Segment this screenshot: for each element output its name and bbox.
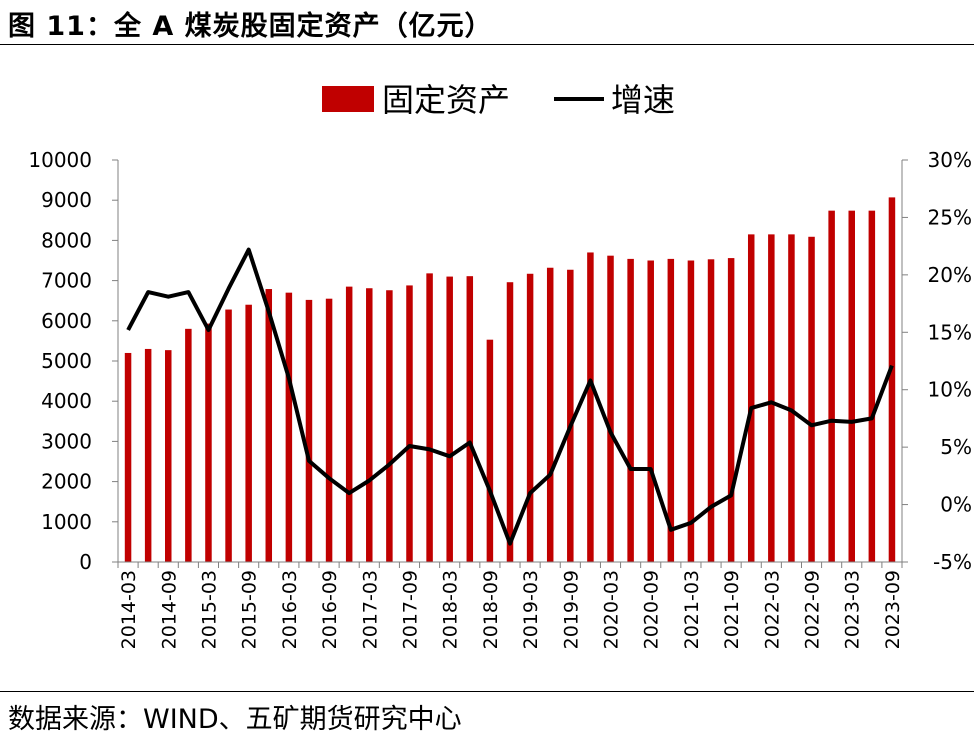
bar-2021-09 xyxy=(727,258,735,562)
x-tick-label: 2018-09 xyxy=(480,570,502,649)
bar-2020-09 xyxy=(647,260,654,562)
y-right-tick-label: 0% xyxy=(940,493,972,517)
bar-2015-12 xyxy=(265,289,273,562)
source-divider xyxy=(0,691,974,692)
bar-2014-12 xyxy=(185,328,192,562)
bar-2023-09 xyxy=(888,197,896,563)
legend-bar-swatch xyxy=(322,86,374,112)
x-tick-label: 2020-03 xyxy=(601,570,623,649)
y-right-tick-label: 30% xyxy=(928,148,972,172)
y-right-tick-label: 15% xyxy=(928,320,972,344)
bars xyxy=(124,197,896,563)
x-tick-label: 2015-03 xyxy=(199,570,221,649)
y-left-tick-label: 9000 xyxy=(41,188,92,212)
bar-2022-09 xyxy=(808,236,815,563)
bar-2017-03 xyxy=(366,288,373,562)
source-note: 数据来源：WIND、五矿期货研究中心 xyxy=(8,704,462,735)
axes: 0 1000 2000 3000 4000 5000 6000 7000 8000 9000 100… xyxy=(28,148,972,649)
bar-2020-12 xyxy=(667,258,675,562)
bar-2014-06 xyxy=(144,348,152,562)
figure-title: 图 11：全 A 煤炭股固定资产（亿元） xyxy=(8,11,493,42)
legend-label-bars: 固定资产 xyxy=(382,81,510,119)
x-tick-label: 2019-09 xyxy=(560,570,582,649)
x-tick-label: 2021-09 xyxy=(721,570,743,649)
bar-2022-06 xyxy=(788,234,795,562)
x-tick-label: 2022-09 xyxy=(802,570,824,649)
x-tick-label: 2021-03 xyxy=(681,570,703,649)
bar-2015-03 xyxy=(205,323,212,562)
y-left-tick-label: 5000 xyxy=(41,349,92,373)
x-tick-label: 2023-09 xyxy=(882,570,904,649)
bar-2022-12 xyxy=(828,210,835,563)
bar-2016-12 xyxy=(345,286,353,562)
legend: 固定资产 增速 xyxy=(322,81,675,119)
bar-2021-03 xyxy=(687,260,695,562)
y-left-tick-label: 0 xyxy=(79,550,92,574)
x-tick-label: 2016-03 xyxy=(279,570,301,649)
y-left-tick-label: 3000 xyxy=(41,429,92,453)
bar-2018-06 xyxy=(466,276,474,562)
y-left-tick-label: 6000 xyxy=(41,309,92,333)
y-right-tick-label: -5% xyxy=(933,550,972,574)
x-tick-label: 2018-03 xyxy=(440,570,462,649)
x-tick-label: 2016-09 xyxy=(319,570,341,649)
bar-2021-12 xyxy=(747,234,755,562)
bar-2017-12 xyxy=(426,273,433,562)
growth-line-layer xyxy=(126,247,894,546)
bar-2023-06 xyxy=(868,210,876,563)
x-tick-label: 2014-03 xyxy=(118,570,140,649)
y-left-tick-label: 8000 xyxy=(41,228,92,252)
bar-2023-03 xyxy=(848,210,855,563)
bar-2020-06 xyxy=(627,258,634,562)
x-tick-label: 2019-03 xyxy=(520,570,542,649)
y-left-tick-label: 10000 xyxy=(28,148,92,172)
bar-2014-03 xyxy=(124,352,132,562)
bar-2018-03 xyxy=(446,276,453,562)
bar-2022-03 xyxy=(768,234,775,562)
legend-label-line: 增速 xyxy=(611,81,675,119)
bar-2016-06 xyxy=(305,299,313,562)
x-tick-label: 2022-03 xyxy=(761,570,783,649)
y-left-tick-label: 4000 xyxy=(41,389,92,413)
bar-2015-09 xyxy=(245,304,252,562)
x-tick-label: 2020-09 xyxy=(641,570,663,649)
x-tick-label: 2015-09 xyxy=(239,570,261,649)
bar-2018-09 xyxy=(486,339,494,562)
x-tick-label: 2023-03 xyxy=(842,570,864,649)
growth-line xyxy=(126,247,894,546)
bar-2018-12 xyxy=(506,282,514,562)
bar-2019-03 xyxy=(526,273,534,562)
bar-2017-09 xyxy=(406,285,413,562)
x-tick-label: 2017-09 xyxy=(400,570,422,649)
bar-2016-03 xyxy=(285,292,293,562)
bar-2019-09 xyxy=(567,269,574,562)
y-left-tick-label: 1000 xyxy=(41,510,92,534)
bar-2015-06 xyxy=(225,309,232,562)
combo-chart: 固定资产 增速 0 1000 2000 3000 4000 5000 6000 7000 800… xyxy=(28,81,972,649)
title-divider xyxy=(0,44,974,45)
bar-2020-03 xyxy=(607,255,614,562)
y-left-tick-label: 7000 xyxy=(41,269,92,293)
bar-2019-12 xyxy=(587,252,594,562)
y-left-tick-label: 2000 xyxy=(41,470,92,494)
y-right-tick-label: 20% xyxy=(928,263,972,287)
y-right-tick-label: 5% xyxy=(940,435,972,459)
bar-2017-06 xyxy=(386,290,393,562)
x-tick-label: 2017-03 xyxy=(359,570,381,649)
bar-2019-06 xyxy=(546,267,554,562)
bar-2016-09 xyxy=(325,298,333,562)
x-tick-label: 2014-09 xyxy=(158,570,180,649)
y-right-tick-label: 25% xyxy=(928,205,972,229)
y-right-tick-label: 10% xyxy=(928,378,972,402)
bar-2021-06 xyxy=(707,259,715,562)
bar-2014-09 xyxy=(165,350,172,562)
